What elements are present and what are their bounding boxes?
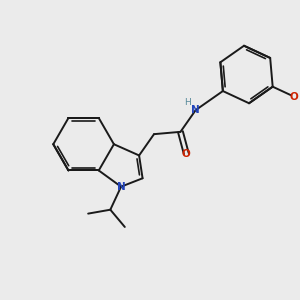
Text: O: O: [182, 148, 191, 159]
Text: O: O: [290, 92, 298, 102]
Text: H: H: [184, 98, 191, 107]
Text: N: N: [191, 105, 200, 115]
Text: N: N: [117, 182, 125, 192]
